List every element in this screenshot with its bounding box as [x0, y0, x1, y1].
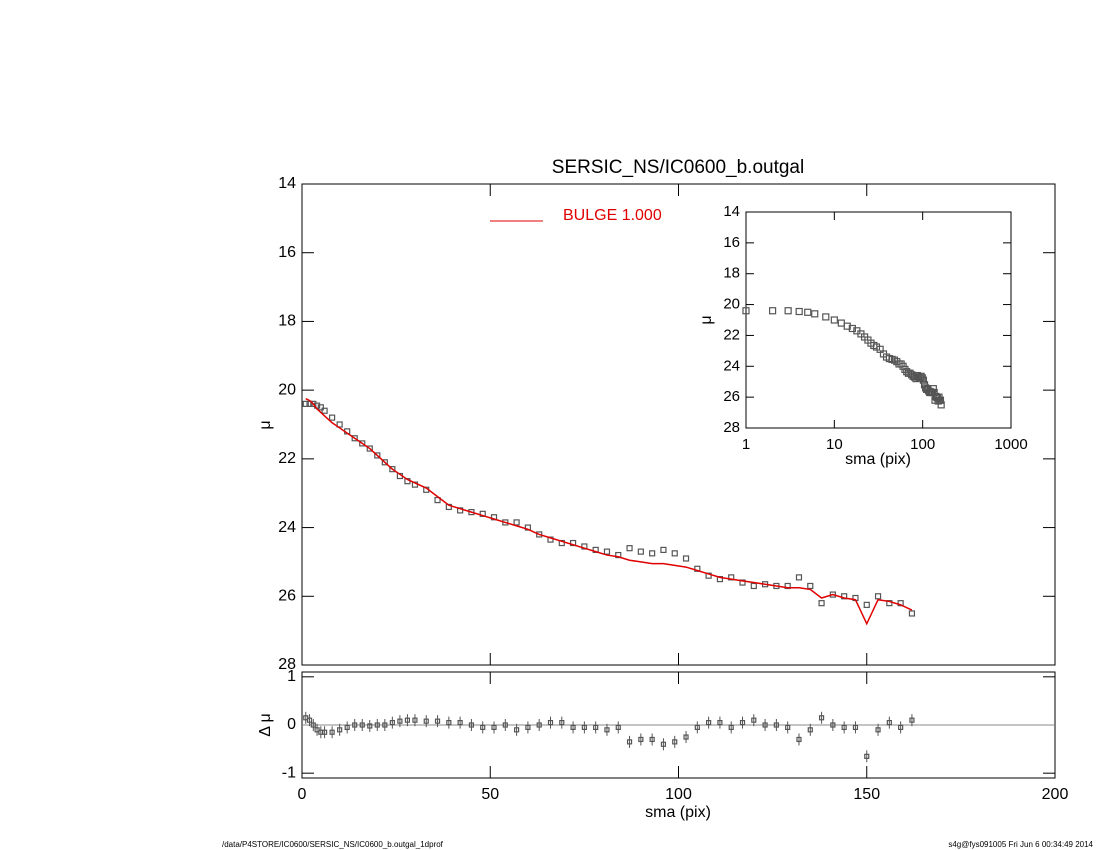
y-axis-label: μ	[698, 315, 715, 324]
inset-frame	[745, 211, 1012, 429]
data-point	[937, 401, 945, 409]
data-point	[848, 324, 856, 333]
data-point	[768, 307, 777, 315]
data-point	[811, 310, 819, 318]
data-point	[739, 579, 746, 586]
data-point	[742, 307, 750, 315]
data-point	[872, 343, 881, 351]
data-point	[389, 466, 396, 473]
data-point	[918, 374, 926, 382]
y-axis-label: Δ μ	[257, 713, 274, 736]
x-tick-label: 1	[742, 436, 750, 453]
data-point	[374, 452, 381, 459]
data-point	[513, 519, 520, 526]
data-point	[603, 548, 611, 555]
y-tick-label: -1	[282, 764, 296, 781]
y-tick-label: 28	[278, 656, 296, 673]
data-point	[795, 307, 803, 316]
data-point	[329, 414, 336, 421]
y-tick-label: 16	[278, 244, 296, 261]
x-axis-label: sma (pix)	[645, 804, 711, 821]
y-tick-label: 18	[278, 313, 296, 330]
data-point	[359, 440, 366, 447]
data-point	[897, 360, 905, 368]
data-point	[874, 593, 882, 600]
data-point	[919, 376, 928, 384]
data-point	[843, 322, 851, 330]
y-tick-label: 24	[278, 519, 296, 536]
data-point	[837, 319, 845, 327]
x-tick-label: 10	[826, 436, 843, 453]
x-tick-label: 150	[853, 786, 880, 803]
y-tick-label: 14	[278, 175, 296, 192]
data-point	[317, 404, 324, 411]
data-point	[351, 435, 358, 442]
x-tick-label: 100	[665, 786, 692, 803]
y-tick-label: 14	[723, 203, 740, 220]
data-point	[886, 600, 893, 607]
y-tick-label: 20	[278, 381, 296, 398]
x-axis-label: sma (pix)	[845, 451, 911, 468]
data-point	[804, 308, 812, 316]
data-point	[890, 356, 899, 364]
data-point	[822, 313, 830, 321]
y-tick-label: 18	[723, 265, 740, 282]
data-point	[682, 555, 690, 562]
data-point	[302, 400, 309, 407]
data-point	[321, 407, 328, 414]
y-tick-label: 24	[723, 357, 740, 374]
y-tick-label: 0	[287, 716, 296, 733]
model-line	[305, 398, 913, 626]
x-tick-label: 50	[481, 786, 499, 803]
data-point	[310, 400, 317, 407]
data-point	[807, 582, 814, 590]
data-point	[917, 372, 925, 380]
data-point	[381, 459, 388, 466]
data-point	[671, 550, 678, 557]
data-point	[728, 574, 735, 581]
data-point	[936, 396, 945, 404]
data-point	[908, 610, 916, 617]
data-point	[841, 593, 848, 600]
data-point	[649, 550, 656, 557]
data-point	[929, 385, 937, 393]
y-tick-label: 26	[723, 388, 740, 405]
data-point	[626, 545, 633, 552]
legend-label: BULGE 1.000	[563, 207, 662, 224]
data-point	[336, 421, 343, 428]
data-point	[637, 548, 644, 555]
y-axis-label: μ	[257, 420, 274, 429]
y-tick-label: 22	[278, 450, 296, 467]
chart-title: SERSIC_NS/IC0600_b.outgal	[552, 157, 804, 178]
y-tick-label: 16	[723, 234, 740, 251]
data-point	[366, 445, 373, 452]
y-tick-label: 22	[723, 326, 740, 343]
y-tick-label: 1	[287, 668, 296, 685]
x-tick-label: 0	[298, 786, 307, 803]
main-frame	[301, 183, 1056, 666]
data-point	[818, 600, 825, 607]
y-tick-label: 20	[723, 296, 740, 313]
y-tick-label: 28	[723, 419, 740, 436]
data-point	[893, 358, 901, 366]
x-tick-label: 1000	[994, 436, 1027, 453]
x-tick-label: 100	[910, 436, 935, 453]
data-point	[660, 546, 667, 554]
data-point	[795, 574, 803, 581]
x-tick-label: 200	[1042, 786, 1069, 803]
data-point	[784, 582, 791, 590]
data-point	[863, 601, 870, 608]
footer-left: /data/P4STORE/IC0600/SERSIC_NS/IC0600_b.…	[222, 840, 444, 849]
data-point	[784, 307, 792, 315]
y-tick-label: 26	[278, 588, 296, 605]
data-point	[830, 316, 838, 324]
data-point	[750, 582, 757, 590]
footer-right: s4g@fys091005 Fri Jun 6 00:34:49 2014	[948, 840, 1093, 849]
